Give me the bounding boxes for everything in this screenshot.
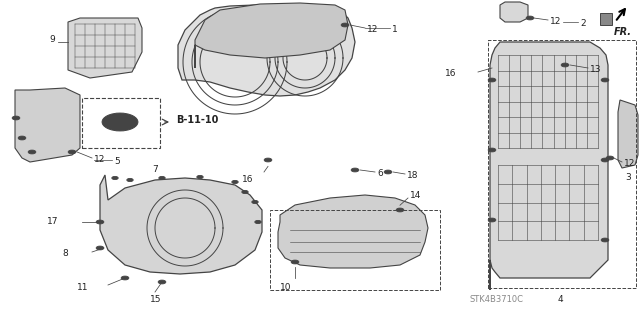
Circle shape	[384, 170, 392, 174]
Circle shape	[159, 176, 165, 180]
Circle shape	[158, 280, 166, 284]
Circle shape	[232, 181, 238, 184]
Circle shape	[601, 158, 609, 162]
Circle shape	[488, 218, 496, 222]
Text: 6: 6	[377, 169, 383, 179]
Polygon shape	[100, 175, 262, 274]
Text: 15: 15	[150, 295, 162, 305]
Circle shape	[291, 260, 299, 264]
Circle shape	[255, 220, 261, 224]
Text: 18: 18	[407, 172, 419, 181]
Text: 16: 16	[243, 175, 253, 184]
Text: STK4B3710C: STK4B3710C	[470, 295, 524, 305]
Circle shape	[109, 116, 132, 128]
Text: 12: 12	[94, 155, 106, 165]
Polygon shape	[618, 100, 638, 168]
Circle shape	[488, 148, 496, 152]
Circle shape	[96, 220, 104, 224]
Circle shape	[102, 113, 138, 131]
Circle shape	[341, 23, 349, 27]
Text: 16: 16	[445, 70, 456, 78]
Circle shape	[351, 168, 359, 172]
Circle shape	[127, 178, 133, 182]
Circle shape	[606, 156, 614, 160]
Text: 1: 1	[392, 26, 397, 34]
Text: 7: 7	[152, 166, 157, 174]
Bar	[600, 13, 612, 25]
Circle shape	[561, 63, 569, 67]
Text: 12: 12	[624, 160, 636, 168]
Text: 11: 11	[77, 284, 88, 293]
Text: 4: 4	[557, 295, 563, 305]
Text: 9: 9	[49, 35, 55, 44]
Text: 12: 12	[367, 26, 378, 34]
Text: 10: 10	[280, 284, 292, 293]
Text: 13: 13	[590, 65, 602, 75]
Circle shape	[96, 246, 104, 250]
Text: B-11-10: B-11-10	[176, 115, 218, 125]
Bar	[82, 98, 160, 148]
Text: 2: 2	[580, 19, 586, 28]
Circle shape	[197, 175, 204, 179]
Text: FR.: FR.	[614, 27, 632, 37]
Circle shape	[121, 276, 129, 280]
Circle shape	[18, 136, 26, 140]
Text: 3: 3	[625, 174, 631, 182]
Text: 8: 8	[62, 249, 68, 258]
Bar	[270, 210, 440, 290]
Circle shape	[68, 150, 76, 154]
Text: 12: 12	[550, 18, 561, 26]
Circle shape	[526, 16, 534, 20]
Polygon shape	[490, 42, 608, 290]
Polygon shape	[68, 18, 142, 78]
Circle shape	[12, 116, 20, 120]
Text: 5: 5	[114, 158, 120, 167]
Text: 17: 17	[47, 218, 58, 226]
Polygon shape	[195, 3, 348, 68]
Circle shape	[112, 176, 118, 180]
Circle shape	[396, 208, 404, 212]
Polygon shape	[15, 88, 80, 162]
Circle shape	[28, 150, 36, 154]
Circle shape	[488, 78, 496, 82]
Polygon shape	[178, 5, 355, 96]
Polygon shape	[278, 195, 428, 268]
Circle shape	[264, 158, 272, 162]
Text: 14: 14	[410, 191, 421, 201]
Circle shape	[252, 200, 258, 204]
Bar	[488, 40, 636, 288]
Polygon shape	[500, 2, 528, 22]
Circle shape	[242, 190, 248, 194]
Circle shape	[601, 238, 609, 242]
Circle shape	[601, 78, 609, 82]
